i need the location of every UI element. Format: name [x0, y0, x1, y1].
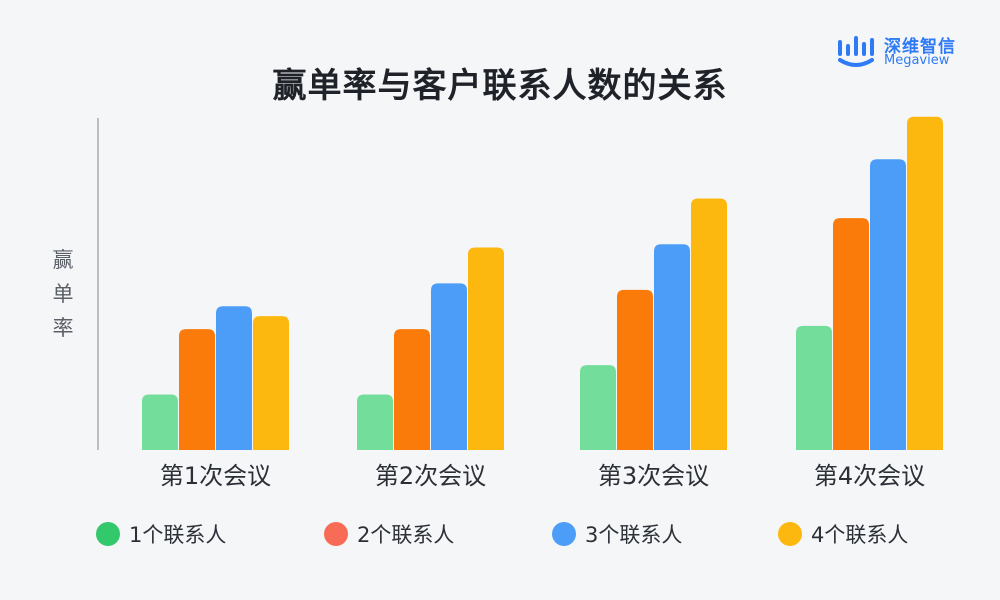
x-tick-label: 第1次会议	[160, 462, 271, 490]
chart-legend: 1个联系人 2个联系人 3个联系人 4个联系人	[96, 517, 976, 551]
x-tick-label: 第4次会议	[814, 462, 925, 490]
legend-dot-icon	[778, 522, 802, 546]
legend-label: 3个联系人	[585, 523, 683, 547]
bar	[833, 218, 869, 450]
bar	[870, 159, 906, 450]
y-axis-label: 赢单率	[48, 243, 78, 345]
brand-logo: 深维智信 Megaview	[836, 32, 966, 72]
bar	[394, 329, 430, 450]
x-tick-label: 第2次会议	[375, 462, 486, 490]
chart-title: 赢单率与客户联系人数的关系	[272, 66, 728, 106]
legend-item: 3个联系人	[552, 517, 682, 551]
bar	[617, 289, 653, 450]
legend-item: 1个联系人	[96, 517, 226, 551]
bar	[907, 116, 943, 451]
bar	[580, 365, 616, 450]
bar	[654, 244, 690, 450]
legend-dot-icon	[324, 522, 348, 546]
bar	[142, 394, 178, 450]
logo-name-en: Megaview	[884, 53, 950, 68]
legend-dot-icon	[96, 522, 120, 546]
legend-item: 4个联系人	[778, 517, 908, 551]
x-tick-label: 第3次会议	[598, 462, 709, 490]
bar	[468, 247, 504, 450]
y-axis-label-char: 单	[52, 282, 74, 306]
bar	[179, 329, 215, 450]
legend-label: 4个联系人	[811, 523, 909, 547]
bar	[253, 316, 289, 450]
bar	[357, 394, 393, 450]
logo-name-cn: 深维智信	[884, 37, 956, 57]
y-axis-label-char: 率	[52, 316, 74, 340]
y-axis-label-char: 赢	[52, 248, 74, 272]
bar	[796, 325, 832, 450]
bar	[691, 198, 727, 450]
legend-dot-icon	[552, 522, 576, 546]
bar	[216, 306, 252, 450]
bar	[431, 283, 467, 450]
legend-label: 2个联系人	[357, 523, 455, 547]
legend-label: 1个联系人	[129, 523, 227, 547]
legend-item: 2个联系人	[324, 517, 454, 551]
megaview-logo-icon	[838, 36, 874, 67]
